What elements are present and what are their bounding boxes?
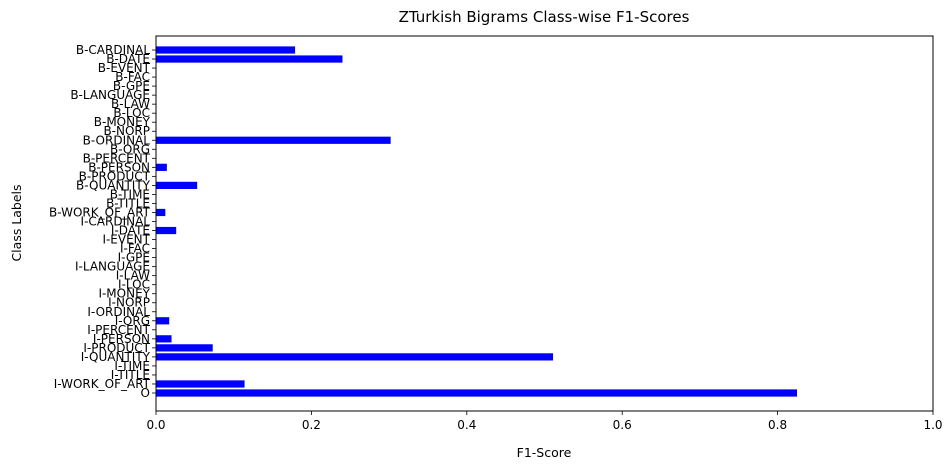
category-label: B-PRODUCT: [79, 169, 151, 183]
chart-title: ZTurkish Bigrams Class-wise F1-Scores: [399, 8, 690, 26]
category-label: I-WORK_OF_ART: [54, 377, 151, 391]
category-label: I-NORP: [108, 296, 150, 310]
category-label: B-CARDINAL: [76, 43, 150, 57]
category-label: I-LAW: [116, 269, 150, 283]
category-label: I-FAC: [120, 242, 150, 256]
category-label: I-GPE: [118, 251, 150, 265]
x-tick-label: 0.8: [768, 418, 787, 432]
category-label: I-EVENT: [102, 233, 150, 247]
plot-frame: [155, 35, 934, 412]
bar-i-date: [156, 226, 177, 235]
category-label: I-LANGUAGE: [75, 260, 150, 274]
category-label: I-ORDINAL: [87, 305, 150, 319]
bar-o: [156, 389, 798, 397]
bar-b-work_of_art: [156, 208, 166, 217]
x-tick-label: 1.0: [923, 418, 942, 432]
x-axis-label: F1-Score: [517, 445, 572, 460]
x-tick-label: 0.4: [457, 418, 476, 432]
category-label: B-NORP: [103, 124, 150, 138]
category-label: B-GPE: [113, 79, 150, 93]
category-label: B-TIME: [110, 187, 150, 201]
category-label: B-QUANTITY: [76, 178, 151, 192]
category-label: B-LANGUAGE: [70, 88, 150, 102]
category-label: B-MONEY: [94, 115, 151, 129]
category-label: B-TITLE: [106, 196, 150, 210]
bar-b-date: [156, 55, 343, 63]
category-labels: B-CARDINALB-DATEB-EVENTB-FACB-GPEB-LANGU…: [49, 43, 156, 400]
bar-b-person: [156, 163, 167, 171]
category-label: I-PRODUCT: [83, 341, 150, 355]
x-tick-label: 0.6: [613, 418, 632, 432]
category-label: I-CARDINAL: [81, 215, 151, 229]
category-label: B-PERSON: [88, 160, 150, 174]
bar-b-quantity: [156, 181, 198, 190]
category-label: B-LOC: [113, 106, 150, 120]
category-label: B-PERCENT: [83, 151, 151, 165]
bar-i-person: [156, 335, 172, 343]
category-label: I-TITLE: [111, 368, 150, 382]
bar-i-product: [156, 344, 213, 352]
category-label: O: [141, 386, 150, 400]
bar-i-quantity: [156, 353, 554, 361]
category-label: B-DATE: [106, 52, 150, 66]
bar-b-cardinal: [156, 46, 296, 54]
x-tick-label: 0.0: [146, 418, 165, 432]
category-label: I-QUANTITY: [81, 350, 151, 364]
category-label: I-TIME: [114, 359, 150, 373]
bars-group: [156, 46, 798, 397]
category-label: B-LAW: [111, 97, 150, 111]
category-label: B-ORDINAL: [83, 133, 151, 147]
category-label: I-ORG: [115, 314, 150, 328]
category-label: I-LOC: [118, 278, 150, 292]
category-label: I-PERSON: [93, 332, 150, 346]
category-label: B-WORK_OF_ART: [49, 205, 151, 219]
bar-i-work_of_art: [156, 380, 245, 388]
category-label: I-MONEY: [98, 287, 150, 301]
category-label: B-ORG: [110, 142, 150, 156]
x-tick-label: 0.2: [302, 418, 321, 432]
category-label: I-PERCENT: [87, 323, 150, 337]
category-label: I-DATE: [111, 224, 150, 238]
category-label: B-FAC: [115, 70, 150, 84]
y-axis-label: Class Labels: [9, 184, 24, 261]
category-label: B-EVENT: [98, 61, 151, 75]
bar-b-ordinal: [156, 136, 391, 144]
bar-i-org: [156, 317, 170, 325]
x-tick-labels: 0.0 0.2 0.4 0.6 0.8 1.0: [146, 411, 943, 432]
